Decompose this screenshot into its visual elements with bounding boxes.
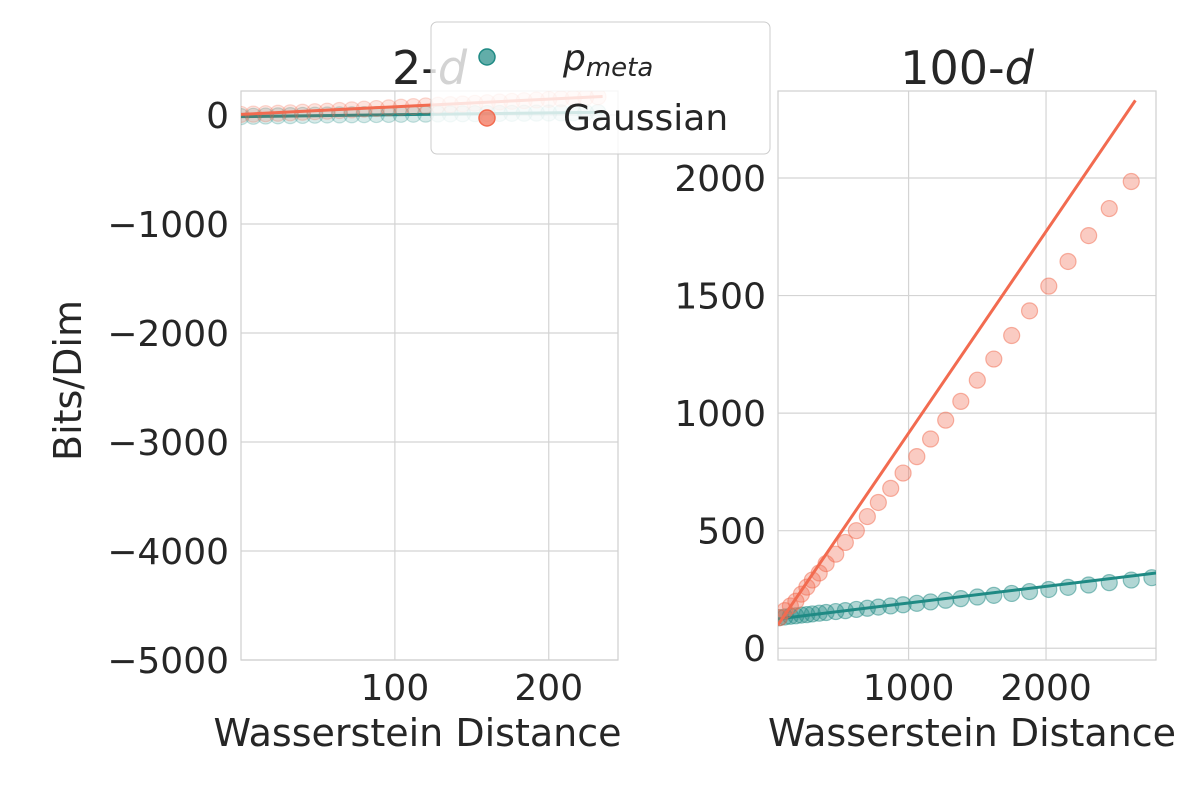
point-gaussian [985,350,1003,368]
point-gaussian [1003,326,1021,345]
point-gaussian [847,522,865,540]
y-tick-label: −2000 [107,314,229,355]
point-gaussian [1100,199,1118,218]
y-tick-label: 500 [697,512,766,553]
point-gaussian [908,448,926,466]
y-tick-label: 0 [743,629,766,670]
point-gaussian [1020,302,1039,320]
point-p-meta [968,588,986,606]
point-gaussian [921,430,940,448]
legend-label-gaussian: Gaussian [563,98,728,139]
legend-box [430,21,771,155]
point-gaussian [1059,252,1077,271]
point-gaussian [836,533,854,552]
title-prefix: 100- [900,41,1004,95]
y-tick-label: 1000 [674,394,766,435]
y-tick-label: 0 [206,96,229,137]
x-axis-label: Wasserstein Distance [214,711,622,755]
legend: pmeta Gaussian [430,21,771,155]
point-p-meta [985,586,1003,604]
plot-frame [240,90,619,661]
point-gaussian [937,411,955,429]
point-p-meta [1003,584,1021,603]
legend-marker-gaussian [478,109,496,127]
y-axis-label: Bits/Dim [46,300,90,461]
point-gaussian [894,464,912,482]
point-p-meta [1020,582,1039,601]
x-tick-label: 2000 [1000,668,1092,709]
title-prefix: 2- [392,41,438,95]
y-tick-label: −3000 [107,423,229,464]
y-tick-label: −5000 [107,641,229,682]
point-gaussian [869,493,887,512]
x-tick-label: 1000 [863,668,955,709]
legend-marker-p-meta [478,48,496,66]
plot-frame [777,90,1157,661]
x-tick-label: 200 [514,668,583,709]
point-gaussian [858,507,876,526]
point-gaussian [1040,277,1058,295]
title-dim: d [1005,41,1035,95]
chart-title: 100-d [900,41,1034,95]
y-tick-label: −1000 [107,205,229,246]
fit-line-gaussian [778,99,1137,626]
point-gaussian [968,371,986,389]
point-gaussian [952,392,970,410]
y-tick-label: 2000 [674,159,766,200]
point-gaussian [1122,172,1140,191]
point-gaussian [1080,227,1098,245]
y-tick-label: 1500 [674,277,766,318]
y-tick-label: −4000 [107,532,229,573]
x-axis-label: Wasserstein Distance [768,711,1176,755]
legend-label-p-meta: pmeta [562,38,653,83]
x-tick-label: 100 [361,668,430,709]
point-gaussian [882,479,900,497]
fit-line-p-meta [778,571,1156,621]
data-layer [778,99,1156,627]
